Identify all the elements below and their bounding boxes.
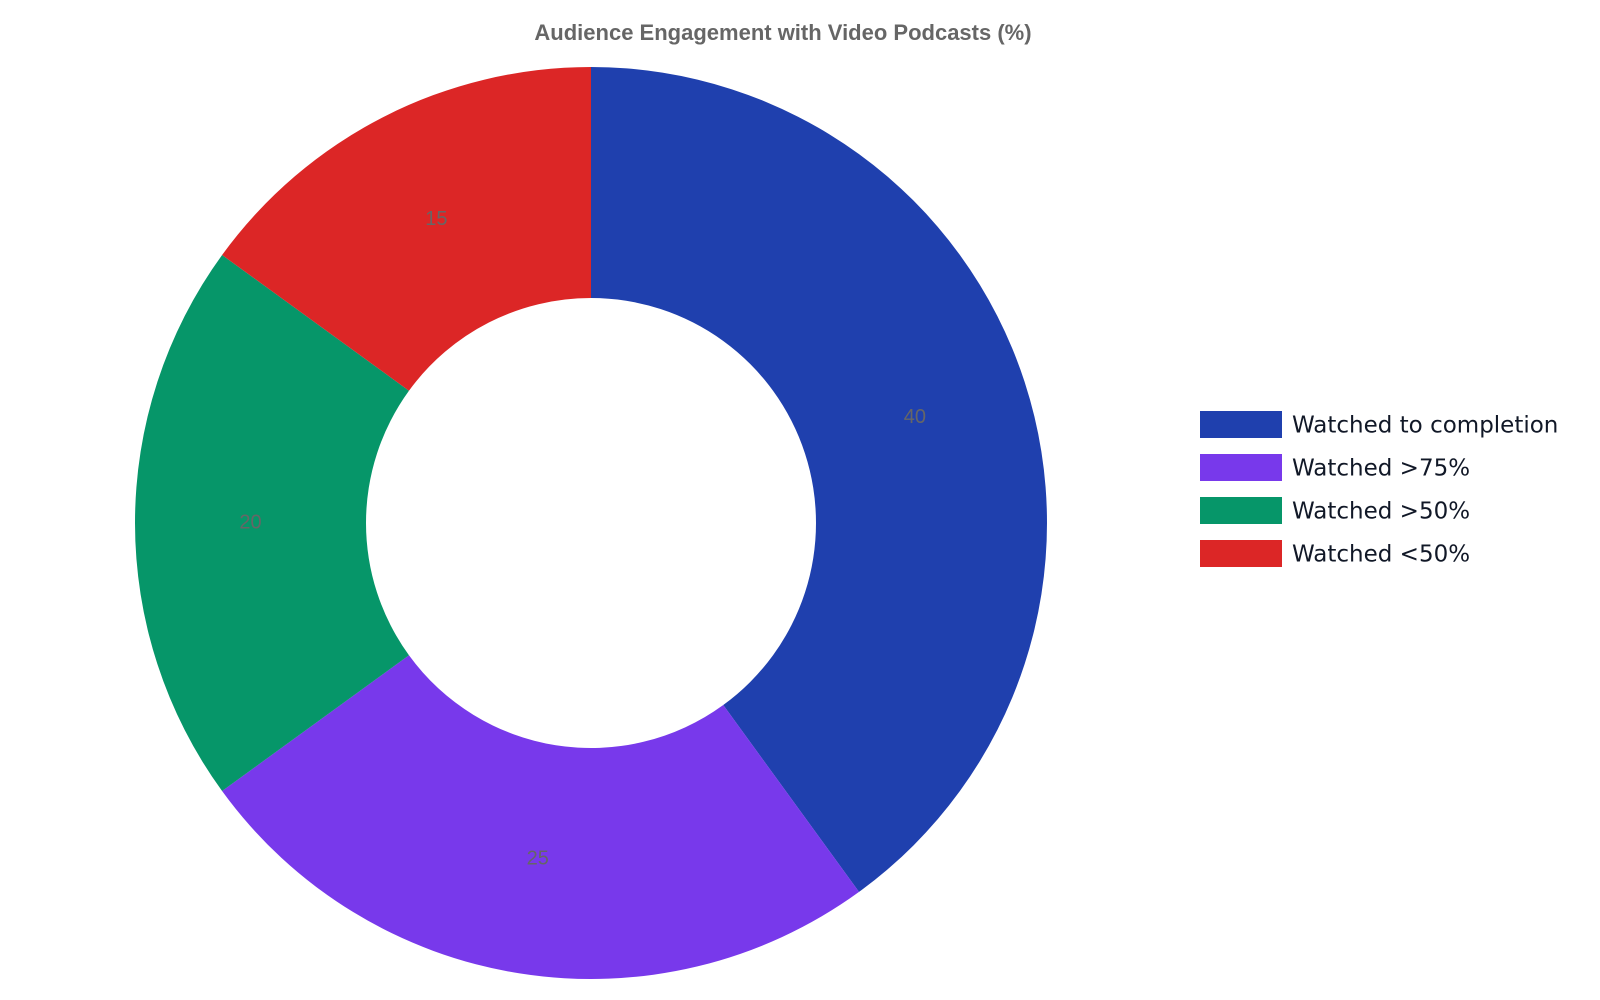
legend-label: Watched <50%: [1292, 542, 1470, 568]
legend-swatch: [1200, 540, 1282, 567]
legend-swatch: [1200, 411, 1282, 438]
legend-swatch: [1200, 497, 1282, 524]
donut-slice: [222, 67, 591, 391]
data-label: 15: [425, 208, 447, 230]
legend-label: Watched >50%: [1292, 499, 1470, 525]
donut-slice: [222, 655, 860, 980]
donut-slice: [591, 67, 1047, 892]
legend-label: Watched >75%: [1292, 456, 1470, 482]
data-label: 40: [904, 406, 926, 428]
chart-title: Audience Engagement with Video Podcasts …: [534, 20, 1031, 45]
legend-swatch: [1200, 454, 1282, 481]
legend-label: Watched to completion: [1292, 413, 1558, 439]
donut-slice: [135, 254, 409, 792]
data-label: 25: [527, 848, 549, 870]
data-label: 20: [239, 511, 261, 533]
